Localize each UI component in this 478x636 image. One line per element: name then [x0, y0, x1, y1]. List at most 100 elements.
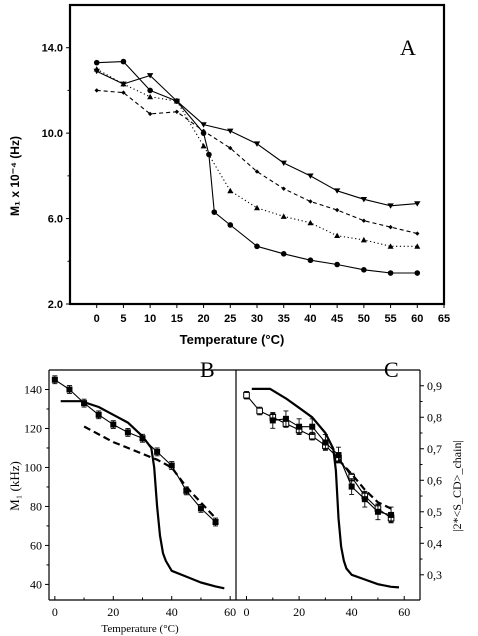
panel-a-series-3-point [120, 81, 127, 87]
panel-b-ytick-label: 60 [30, 538, 42, 552]
panel-c-xtick-label: 60 [398, 605, 410, 619]
panel-a-xtick-label: 50 [358, 313, 370, 325]
panel-a-series-1-point [93, 59, 100, 66]
panel-a-xtick-label: 5 [120, 313, 126, 325]
panel-a-series-4-point [281, 186, 286, 191]
panel-a-series-4-line [96, 89, 418, 235]
panel-a-series-3-point [280, 213, 287, 219]
panel-b-series-1-point [110, 421, 117, 428]
panel-a-series-1-point [206, 151, 212, 158]
panel-c: 0 20 40 60 0,3 0,4 0,5 0,6 0,7 0,8 0,9 [236, 369, 442, 619]
panel-a-series-2-point [253, 141, 261, 147]
panel-a-series-2-point [387, 203, 394, 209]
panel-c-xtick-label: 20 [293, 605, 305, 619]
panel-a-xtick-label: 30 [251, 313, 263, 325]
panel-a-xtick-label: 25 [224, 313, 236, 325]
panel-a-series-3-point [173, 98, 180, 104]
panel-a-series-3-point [200, 142, 207, 149]
panel-b-series-1-point [168, 462, 175, 469]
panel-c-label: C [384, 357, 399, 382]
panel-a-xtick-label: 55 [384, 313, 396, 325]
panel-a-xtick-label: 45 [331, 313, 343, 325]
panel-a-xtick-label: 20 [197, 313, 209, 325]
panel-c-ytick-label: 0,7 [427, 442, 442, 456]
panel-labels: A B C Temperature (°C) M₁ x 10⁻⁴ (Hz) Te… [7, 35, 464, 635]
panel-a-ytick-label: 6.0 [48, 214, 63, 226]
panel-b-series-1-point [124, 429, 131, 436]
panel-b-series-1-point [197, 505, 204, 512]
panel-b-label: B [200, 357, 215, 382]
panel-a-series-1-point [227, 222, 234, 228]
panel-c-series-2-point [388, 511, 395, 518]
panel-b-ytick-label: 120 [24, 421, 42, 435]
panel-a-series-1-point [120, 58, 127, 65]
panel-a-xtick-label: 35 [278, 313, 290, 325]
panel-b-xtick-label: 40 [166, 605, 178, 619]
panel-a-series-1-point [147, 87, 153, 94]
panel-b-xlabel: Temperature (°C) [101, 623, 179, 635]
panel-b-xtick-label: 0 [52, 605, 58, 619]
panel-a-series-3-point [387, 243, 394, 249]
panel-c-ylabel: |2*<S_CD>_chain| [450, 440, 464, 532]
panel-c-series-3-line [251, 387, 400, 589]
panel-b-series-1-point [66, 386, 73, 393]
panel-a-series-4-point [147, 111, 153, 117]
panel-a-series-1-point [387, 270, 394, 276]
panel-a-ytick-label: 2.0 [48, 299, 63, 311]
panel-a-series-3-point [147, 93, 154, 100]
panel-a-xlabel: Temperature (°C) [180, 332, 285, 347]
panel-a-series-1-point [414, 270, 421, 276]
panel-a-series-1-point [307, 257, 314, 264]
panel-a-series-3-point [414, 243, 421, 249]
panel-a-series-4-point [174, 109, 180, 114]
panel-b-series-2-line [60, 400, 225, 590]
panel-b-series-1-point [183, 487, 190, 494]
panel-c-series-1-point [256, 407, 263, 415]
panel-a-series-4-point [121, 90, 126, 95]
panel-b-ytick-label: 100 [24, 460, 42, 474]
panel-a-xtick-label: 60 [411, 313, 423, 325]
panel-a: 0 5 10 15 20 25 30 35 40 45 50 55 60 65 2.0 6.0 10.0 14.0 [42, 3, 450, 325]
panel-a-series-2-point [200, 122, 207, 128]
panel-a-series-4-point [361, 218, 367, 223]
panel-c-series-1-point [243, 391, 250, 399]
panel-c-series-2-point [335, 452, 342, 459]
panel-b-ytick-label: 40 [30, 577, 42, 591]
panel-a-series-2-point [414, 201, 421, 207]
panel-a-series-4-point [254, 169, 260, 174]
panel-b-series-1-point [154, 448, 161, 455]
panel-a-series-1-line [96, 61, 418, 274]
panel-b-ylabel: M₁ (kHz) [7, 461, 22, 511]
panel-c-ytick-label: 0,5 [427, 505, 442, 519]
panel-c-series-2-point [269, 417, 276, 424]
panel-c-series-2-point [322, 439, 329, 446]
panel-b-series-1-point [212, 519, 219, 526]
panel-a-ytick-label: 14.0 [42, 43, 63, 55]
panel-a-series-3-line [96, 68, 418, 247]
panel-b-xtick-label: 60 [224, 605, 236, 619]
panel-c-xtick-label: 0 [244, 605, 250, 619]
panel-a-series-4-point [201, 128, 206, 134]
panel-b-ytick-label: 140 [24, 382, 42, 396]
panel-a-series-2-point [333, 188, 341, 194]
panel-a-series-3-point [254, 204, 260, 211]
panel-a-series-1-point [280, 251, 287, 257]
panel-b-series-1-point [51, 376, 58, 383]
panel-a-series-2-point [280, 160, 287, 167]
panel-b-series-3-line [83, 425, 217, 519]
panel-a-series-1-point [254, 243, 260, 250]
panel-a-series-3-point [334, 232, 341, 239]
panel-a-xtick-label: 40 [304, 313, 316, 325]
panel-c-xtick-label: 40 [346, 605, 358, 619]
panel-b-series-1-point [139, 435, 146, 442]
panel-b-ytick-label: 80 [30, 499, 42, 513]
panel-a-series-2-point [227, 128, 234, 135]
panel-a-ylabel: M₁ x 10⁻⁴ (Hz) [8, 136, 22, 216]
panel-a-series-3-point [227, 187, 234, 194]
panel-a-series-4-point [228, 145, 233, 151]
panel-a-xtick-label: 65 [438, 313, 450, 325]
panel-c-series-2-point [282, 415, 289, 422]
panel-a-plot-frame [68, 3, 446, 306]
panel-c-series-1-line [246, 394, 392, 519]
panel-a-series-4-point [334, 207, 340, 213]
